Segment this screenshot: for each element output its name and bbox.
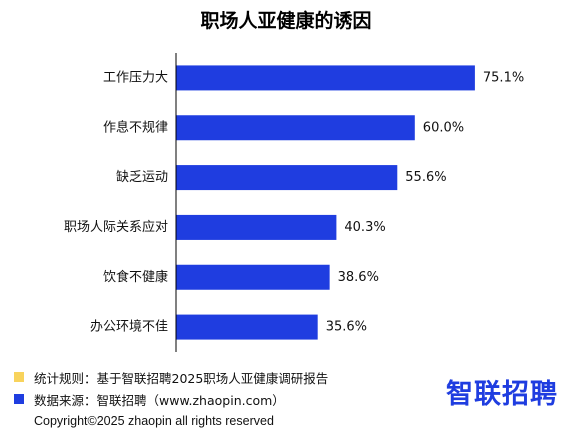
bar-5 xyxy=(176,314,318,340)
legend-swatch-blue xyxy=(14,394,24,404)
zhaopin-logo: 智联招聘 xyxy=(446,379,558,410)
bar-1 xyxy=(176,115,415,141)
value-label-5: 35.6% xyxy=(326,320,367,335)
bar-2 xyxy=(176,165,398,191)
legend-item-rule: 统计规则：基于智联招聘2025职场人亚健康调研报告 xyxy=(14,366,328,388)
bar-0 xyxy=(176,65,475,91)
category-label-2: 缺乏运动 xyxy=(116,170,168,185)
legend-text-source: 数据来源：智联招聘（www.zhaopin.com） xyxy=(34,392,285,408)
value-label-1: 60.0% xyxy=(423,120,464,135)
value-label-3: 40.3% xyxy=(344,220,385,235)
category-label-0: 工作压力大 xyxy=(103,70,168,85)
value-label-2: 55.6% xyxy=(405,170,446,185)
category-label-5: 办公环境不佳 xyxy=(90,320,168,335)
legend-text-rule: 统计规则：基于智联招聘2025职场人亚健康调研报告 xyxy=(34,370,329,386)
bar-4 xyxy=(176,264,330,290)
chart-title: 职场人亚健康的诱因 xyxy=(200,10,372,32)
legend-swatch-yellow xyxy=(14,372,24,382)
legend: 统计规则：基于智联招聘2025职场人亚健康调研报告 数据来源：智联招聘（www.… xyxy=(14,366,328,410)
category-label-3: 职场人际关系应对 xyxy=(64,219,168,235)
value-label-4: 38.6% xyxy=(338,270,379,285)
bar-3 xyxy=(176,214,337,240)
copyright-text: Copyright©2025 zhaopin all rights reserv… xyxy=(34,414,274,428)
category-label-4: 饮食不健康 xyxy=(103,269,168,285)
category-label-1: 作息不规律 xyxy=(103,119,168,135)
value-label-0: 75.1% xyxy=(483,70,524,85)
legend-item-source: 数据来源：智联招聘（www.zhaopin.com） xyxy=(14,388,328,410)
